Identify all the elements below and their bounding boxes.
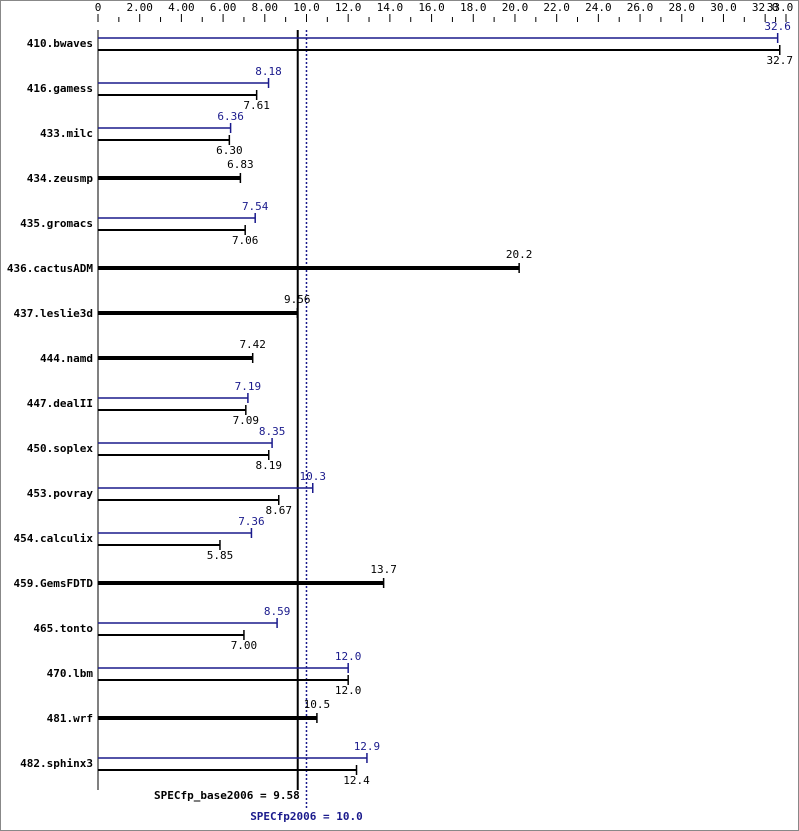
benchmark-label: 481.wrf <box>47 712 93 725</box>
reference-label: SPECfp_base2006 = 9.58 <box>154 789 300 802</box>
value-label: 12.9 <box>354 740 381 753</box>
x-tick-label: 28.0 <box>669 1 696 14</box>
benchmark-label: 416.gamess <box>27 82 93 95</box>
value-label: 13.7 <box>370 563 397 576</box>
x-tick-label: 26.0 <box>627 1 654 14</box>
x-tick-label: 24.0 <box>585 1 612 14</box>
benchmark-label: 470.lbm <box>47 667 94 680</box>
x-tick-label: 33.0 <box>767 1 794 14</box>
value-label: 8.18 <box>255 65 282 78</box>
x-tick-label: 8.00 <box>252 1 279 14</box>
x-tick-label: 20.0 <box>502 1 529 14</box>
benchmark-label: 435.gromacs <box>20 217 93 230</box>
x-tick-label: 6.00 <box>210 1 237 14</box>
value-label: 12.4 <box>343 774 370 787</box>
value-label: 7.61 <box>243 99 270 112</box>
value-label: 12.0 <box>335 684 362 697</box>
value-label: 8.67 <box>266 504 293 517</box>
value-label: 7.06 <box>232 234 259 247</box>
benchmark-label: 453.povray <box>27 487 94 500</box>
benchmark-label: 482.sphinx3 <box>20 757 93 770</box>
benchmark-label: 459.GemsFDTD <box>14 577 94 590</box>
benchmark-label: 437.leslie3d <box>14 307 93 320</box>
x-tick-label: 12.0 <box>335 1 362 14</box>
value-label: 10.3 <box>299 470 326 483</box>
value-label: 7.36 <box>238 515 265 528</box>
benchmark-label: 454.calculix <box>14 532 94 545</box>
benchmark-label: 465.tonto <box>33 622 93 635</box>
value-label: 12.0 <box>335 650 362 663</box>
value-label: 7.42 <box>239 338 266 351</box>
x-tick-label: 30.0 <box>710 1 737 14</box>
value-label: 9.56 <box>284 293 311 306</box>
reference-label: SPECfp2006 = 10.0 <box>250 810 363 823</box>
benchmark-label: 436.cactusADM <box>7 262 93 275</box>
value-label: 8.19 <box>255 459 282 472</box>
value-label: 8.35 <box>259 425 286 438</box>
value-label: 7.19 <box>235 380 262 393</box>
benchmark-label: 450.soplex <box>27 442 94 455</box>
value-label: 6.83 <box>227 158 254 171</box>
benchmark-label: 444.namd <box>40 352 93 365</box>
value-label: 7.09 <box>233 414 260 427</box>
x-tick-label: 16.0 <box>418 1 445 14</box>
benchmark-label: 447.dealII <box>27 397 93 410</box>
x-tick-label: 0 <box>95 1 102 14</box>
value-label: 6.36 <box>217 110 244 123</box>
benchmark-label: 434.zeusmp <box>27 172 94 185</box>
x-tick-label: 10.0 <box>293 1 320 14</box>
x-tick-label: 2.00 <box>126 1 153 14</box>
value-label: 7.54 <box>242 200 269 213</box>
x-tick-label: 14.0 <box>377 1 404 14</box>
x-tick-label: 32.0 <box>752 1 779 14</box>
x-tick-label: 4.00 <box>168 1 195 14</box>
benchmark-label: 410.bwaves <box>27 37 93 50</box>
value-label: 6.30 <box>216 144 243 157</box>
value-label: 32.7 <box>766 54 793 67</box>
benchmark-label: 433.milc <box>40 127 93 140</box>
x-tick-label: 22.0 <box>543 1 570 14</box>
value-label: 7.00 <box>231 639 258 652</box>
value-label: 5.85 <box>207 549 234 562</box>
value-label: 32.6 <box>764 20 791 33</box>
value-label: 20.2 <box>506 248 533 261</box>
value-label: 10.5 <box>304 698 331 711</box>
value-label: 8.59 <box>264 605 291 618</box>
x-tick-label: 18.0 <box>460 1 487 14</box>
